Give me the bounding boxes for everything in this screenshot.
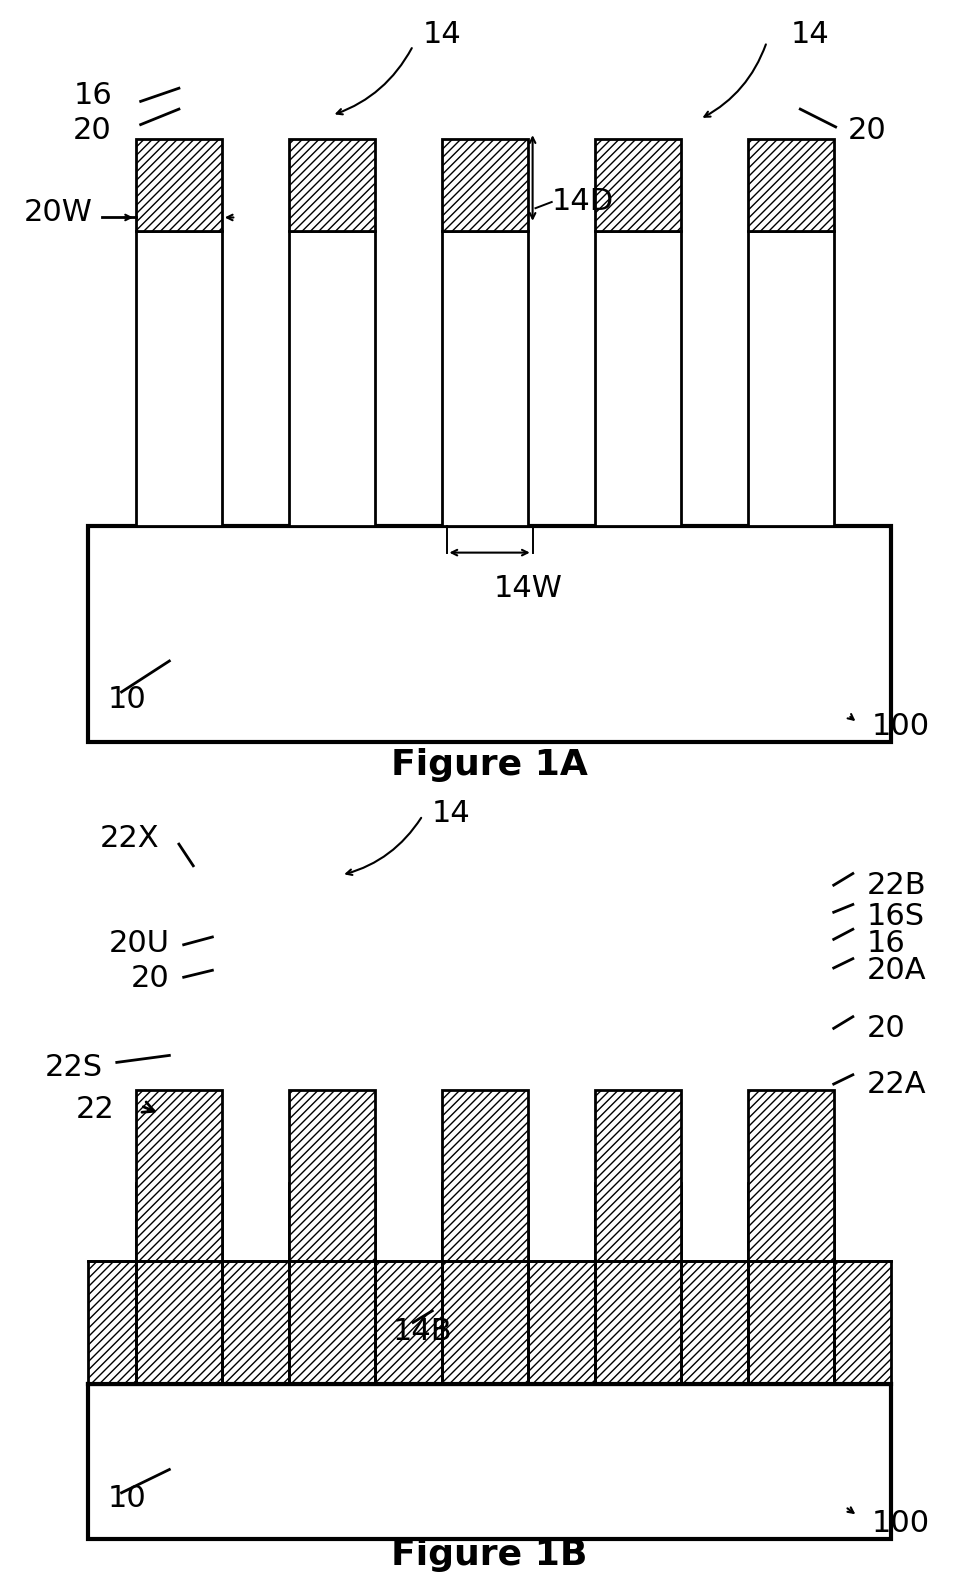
Bar	[288, 1260, 375, 1385]
Text: 20A: 20A	[867, 956, 926, 985]
Bar	[441, 231, 528, 526]
Bar	[441, 1260, 528, 1385]
Bar	[135, 1183, 222, 1385]
Bar	[288, 1091, 375, 1260]
Text: 14W: 14W	[493, 575, 562, 603]
Bar	[135, 1260, 222, 1385]
Text: 22S: 22S	[44, 1053, 102, 1081]
Bar	[288, 1260, 375, 1385]
Bar	[88, 1260, 890, 1385]
Bar	[747, 1091, 834, 1260]
Bar	[288, 1183, 375, 1385]
Bar	[135, 231, 222, 526]
Bar	[135, 139, 222, 231]
Text: 22X: 22X	[100, 825, 160, 853]
Text: 10: 10	[107, 1483, 146, 1513]
Bar	[747, 231, 834, 526]
Text: 20: 20	[867, 1013, 906, 1043]
Bar	[594, 1260, 681, 1385]
Text: Figure 1B: Figure 1B	[392, 1537, 587, 1572]
Bar	[594, 1260, 681, 1385]
Text: 20: 20	[73, 116, 112, 146]
Bar	[594, 139, 681, 231]
Text: 14: 14	[422, 19, 461, 49]
Text: 22: 22	[76, 1095, 115, 1124]
Bar	[135, 1260, 222, 1385]
Text: 16: 16	[73, 81, 112, 111]
Bar	[594, 231, 681, 526]
Bar	[747, 1260, 834, 1385]
Text: 14D: 14D	[551, 187, 614, 217]
Bar	[441, 1260, 528, 1385]
Bar	[441, 1183, 528, 1385]
Text: 20: 20	[847, 116, 886, 146]
Text: 14B: 14B	[393, 1317, 452, 1346]
Bar	[441, 139, 528, 231]
Text: 22A: 22A	[867, 1070, 926, 1099]
Text: 16: 16	[867, 929, 906, 958]
Text: 20W: 20W	[24, 198, 93, 226]
Text: Figure 1A: Figure 1A	[391, 749, 587, 782]
Bar	[288, 139, 375, 231]
Bar	[88, 526, 890, 742]
Bar	[747, 1183, 834, 1385]
Bar	[594, 1091, 681, 1260]
Bar	[288, 231, 375, 526]
Bar	[441, 1091, 528, 1260]
Text: 20: 20	[131, 964, 169, 993]
Text: 14: 14	[790, 19, 829, 49]
Bar	[594, 1183, 681, 1385]
Bar	[747, 1260, 834, 1385]
Text: 14: 14	[431, 799, 470, 828]
Text: 100: 100	[872, 712, 929, 741]
Text: 100: 100	[872, 1509, 929, 1539]
Bar	[135, 1091, 222, 1260]
Text: 16S: 16S	[867, 902, 925, 931]
Text: 22B: 22B	[867, 871, 926, 899]
Text: 10: 10	[107, 685, 146, 714]
Bar	[747, 139, 834, 231]
Bar	[88, 1385, 890, 1539]
Text: 20U: 20U	[108, 929, 169, 958]
